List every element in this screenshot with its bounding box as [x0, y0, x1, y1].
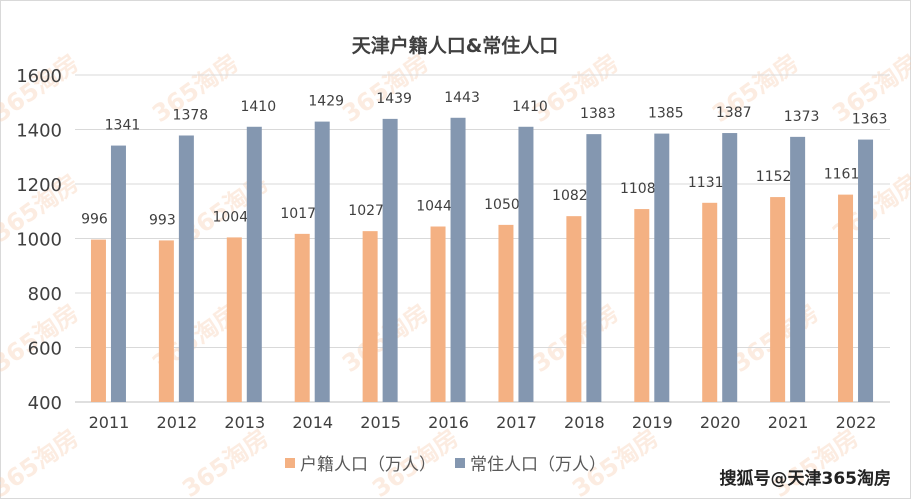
bar-changzhu	[858, 139, 874, 402]
data-label: 1410	[512, 99, 548, 115]
data-label: 1385	[648, 106, 684, 122]
y-tick-label: 400	[28, 393, 62, 414]
x-tick-label: 2017	[496, 413, 537, 432]
x-tick-label: 2016	[428, 413, 469, 432]
bar-huji	[498, 224, 514, 402]
legend-label: 常住人口（万人）	[470, 455, 606, 475]
legend-swatch	[285, 458, 295, 468]
bar-huji	[294, 233, 310, 402]
data-label: 1050	[484, 197, 520, 213]
watermark: 365淘房	[0, 424, 84, 499]
y-tick-label: 1600	[16, 66, 62, 87]
bar-huji	[838, 194, 854, 402]
y-tick-label: 1000	[16, 230, 62, 251]
bar-huji	[634, 209, 650, 402]
data-label: 1044	[416, 199, 452, 215]
data-label: 1341	[105, 118, 141, 134]
bar-changzhu	[654, 133, 670, 402]
bar-huji	[362, 231, 378, 402]
x-tick-label: 2014	[292, 413, 333, 432]
data-label: 1378	[173, 107, 209, 123]
data-label: 996	[81, 212, 108, 228]
data-label: 1429	[308, 94, 344, 110]
x-tick-label: 2015	[360, 413, 401, 432]
data-label: 1152	[756, 169, 792, 185]
data-label: 1082	[552, 188, 588, 204]
x-tick-label: 2013	[224, 413, 265, 432]
legend-swatch	[455, 458, 465, 468]
bar-changzhu	[110, 145, 126, 402]
data-label: 1410	[240, 99, 276, 115]
bar-huji	[566, 216, 582, 402]
bar-changzhu	[382, 118, 398, 402]
watermark: 365淘房	[177, 424, 273, 499]
y-tick-label: 800	[28, 284, 62, 305]
data-label: 1027	[348, 203, 384, 219]
data-label: 1131	[688, 175, 724, 191]
data-label: 1439	[376, 91, 412, 107]
bar-changzhu	[450, 117, 466, 402]
data-label: 993	[149, 212, 176, 228]
bar-changzhu	[246, 126, 262, 403]
bar-changzhu	[790, 136, 806, 403]
bar-huji	[770, 197, 786, 402]
data-label: 1383	[580, 106, 616, 122]
data-label: 1443	[444, 90, 480, 106]
bar-huji	[158, 240, 174, 402]
bar-huji	[702, 202, 718, 402]
watermark: 365淘房	[337, 49, 433, 128]
data-label: 1004	[212, 209, 248, 225]
x-tick-label: 2021	[768, 413, 809, 432]
data-label: 1161	[824, 167, 860, 183]
bar-changzhu	[586, 134, 602, 402]
bar-changzhu	[518, 126, 534, 403]
x-tick-label: 2011	[89, 413, 130, 432]
x-tick-label: 2019	[632, 413, 673, 432]
bar-changzhu	[178, 135, 194, 402]
legend-label: 户籍人口（万人）	[300, 455, 436, 475]
data-label: 1387	[716, 105, 752, 121]
source-credit: 搜狐号@天津365淘房	[719, 469, 892, 489]
x-tick-label: 2012	[157, 413, 198, 432]
bar-huji	[90, 239, 106, 402]
data-label: 1108	[620, 181, 656, 197]
data-label: 1017	[280, 206, 316, 222]
chart-title: 天津户籍人口&常住人口	[352, 34, 559, 57]
x-tick-label: 2022	[836, 413, 877, 432]
data-label: 1373	[784, 109, 820, 125]
data-label: 1363	[852, 112, 888, 128]
watermark: 365淘房	[0, 49, 84, 128]
x-tick-label: 2020	[700, 413, 741, 432]
x-tick-label: 2018	[564, 413, 605, 432]
y-tick-label: 600	[28, 339, 62, 360]
bar-huji	[430, 226, 446, 402]
bar-huji	[226, 237, 242, 402]
y-tick-label: 1200	[16, 175, 62, 196]
bar-changzhu	[722, 133, 738, 403]
bar-changzhu	[314, 121, 330, 402]
y-tick-label: 1400	[16, 121, 62, 142]
